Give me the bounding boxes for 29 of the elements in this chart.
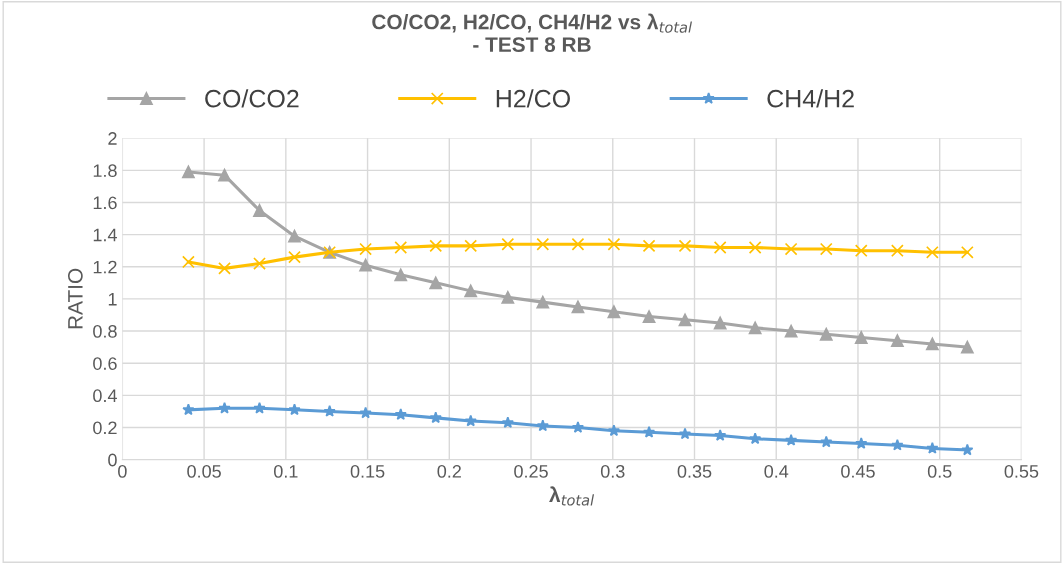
x-tick-label: 0.5 xyxy=(927,465,952,478)
x-tick-label: 0.4 xyxy=(764,465,789,478)
y-tick-label: 0 xyxy=(108,453,117,467)
y-tick-label: 1.2 xyxy=(93,260,117,274)
x-tick-label: 0.1 xyxy=(273,465,298,478)
x-tick-label: 0.3 xyxy=(600,465,625,478)
x-tick-label: 0.15 xyxy=(350,465,385,478)
legend-label: H2/CO xyxy=(496,89,570,108)
y-tick-label: 1 xyxy=(108,293,117,306)
y-tick-label: 1.6 xyxy=(93,196,117,210)
y-tick-label: 0.2 xyxy=(93,421,117,435)
y-tick-label: 0.8 xyxy=(93,325,117,338)
y-tick-label: 2 xyxy=(108,132,117,145)
x-tick-label: 0.55 xyxy=(1004,465,1039,478)
y-tick-label: 0.6 xyxy=(93,357,117,370)
x-axis-title: λ$_{total}$ xyxy=(549,486,595,506)
legend-label: CH4/H2 xyxy=(767,89,854,108)
y-tick-label: 0.4 xyxy=(93,389,117,403)
chart-title: CO/CO2, H2/CO, CH4/H2 vs λ$_{total}$ - TEST 8 RB xyxy=(372,13,692,53)
y-tick-label: 1.8 xyxy=(93,164,117,178)
y-tick-label: 1.4 xyxy=(93,228,117,242)
x-tick-label: 0.05 xyxy=(187,465,221,478)
y-axis-title: RATIO xyxy=(67,268,83,329)
x-tick-label: 0 xyxy=(118,465,127,478)
x-tick-label: 0.35 xyxy=(677,465,712,478)
x-tick-label: 0.45 xyxy=(841,465,875,478)
x-tick-label: 0.2 xyxy=(437,465,461,478)
x-tick-label: 0.25 xyxy=(514,465,548,478)
legend-label: CO/CO2 xyxy=(205,89,299,108)
